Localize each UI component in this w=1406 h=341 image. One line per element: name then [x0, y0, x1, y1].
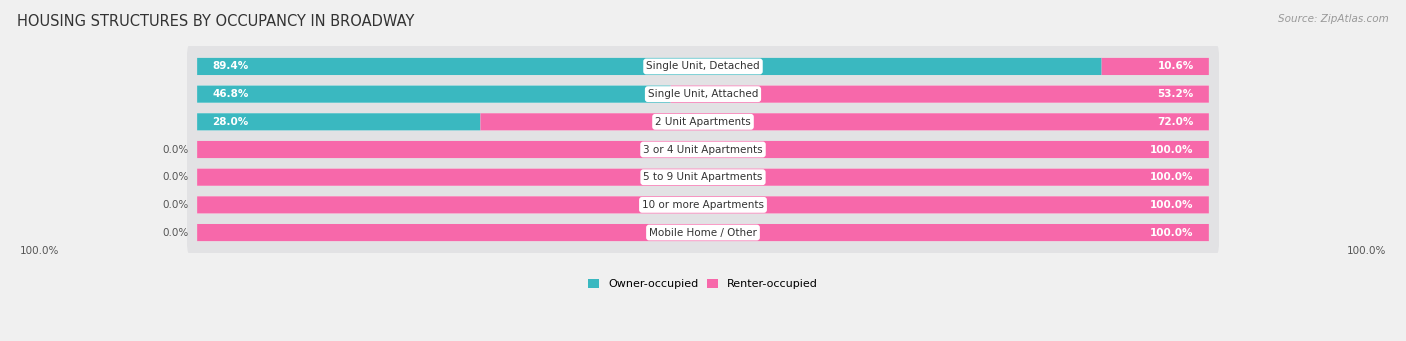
Text: Mobile Home / Other: Mobile Home / Other [650, 227, 756, 238]
FancyBboxPatch shape [1102, 58, 1209, 75]
FancyBboxPatch shape [197, 58, 1102, 75]
FancyBboxPatch shape [197, 141, 1209, 158]
Text: Single Unit, Detached: Single Unit, Detached [647, 61, 759, 72]
Text: 100.0%: 100.0% [1150, 145, 1194, 154]
Text: HOUSING STRUCTURES BY OCCUPANCY IN BROADWAY: HOUSING STRUCTURES BY OCCUPANCY IN BROAD… [17, 14, 415, 29]
Text: 10.6%: 10.6% [1157, 61, 1194, 72]
Text: Single Unit, Attached: Single Unit, Attached [648, 89, 758, 99]
FancyBboxPatch shape [197, 141, 1209, 158]
FancyBboxPatch shape [197, 58, 1209, 75]
FancyBboxPatch shape [187, 98, 1219, 146]
Text: 100.0%: 100.0% [20, 247, 59, 256]
Text: 53.2%: 53.2% [1157, 89, 1194, 99]
Text: 0.0%: 0.0% [163, 145, 188, 154]
FancyBboxPatch shape [197, 224, 1209, 241]
Text: 46.8%: 46.8% [212, 89, 249, 99]
FancyBboxPatch shape [197, 224, 1209, 241]
FancyBboxPatch shape [187, 208, 1219, 257]
Legend: Owner-occupied, Renter-occupied: Owner-occupied, Renter-occupied [583, 274, 823, 294]
Text: 28.0%: 28.0% [212, 117, 249, 127]
FancyBboxPatch shape [197, 168, 1209, 186]
Text: 72.0%: 72.0% [1157, 117, 1194, 127]
Text: 5 to 9 Unit Apartments: 5 to 9 Unit Apartments [644, 172, 762, 182]
FancyBboxPatch shape [671, 86, 1209, 103]
Text: 0.0%: 0.0% [163, 227, 188, 238]
Text: 100.0%: 100.0% [1150, 200, 1194, 210]
FancyBboxPatch shape [197, 86, 671, 103]
FancyBboxPatch shape [197, 168, 1209, 186]
FancyBboxPatch shape [187, 70, 1219, 118]
FancyBboxPatch shape [197, 113, 481, 130]
FancyBboxPatch shape [187, 125, 1219, 174]
Text: Source: ZipAtlas.com: Source: ZipAtlas.com [1278, 14, 1389, 24]
Text: 3 or 4 Unit Apartments: 3 or 4 Unit Apartments [643, 145, 763, 154]
Text: 2 Unit Apartments: 2 Unit Apartments [655, 117, 751, 127]
FancyBboxPatch shape [197, 113, 1209, 130]
FancyBboxPatch shape [197, 196, 1209, 213]
Text: 100.0%: 100.0% [1347, 247, 1386, 256]
Text: 0.0%: 0.0% [163, 200, 188, 210]
Text: 0.0%: 0.0% [163, 172, 188, 182]
FancyBboxPatch shape [187, 42, 1219, 91]
Text: 89.4%: 89.4% [212, 61, 249, 72]
Text: 100.0%: 100.0% [1150, 172, 1194, 182]
FancyBboxPatch shape [197, 196, 1209, 213]
FancyBboxPatch shape [187, 181, 1219, 229]
FancyBboxPatch shape [481, 113, 1209, 130]
FancyBboxPatch shape [197, 86, 1209, 103]
FancyBboxPatch shape [187, 153, 1219, 201]
Text: 10 or more Apartments: 10 or more Apartments [643, 200, 763, 210]
Text: 100.0%: 100.0% [1150, 227, 1194, 238]
